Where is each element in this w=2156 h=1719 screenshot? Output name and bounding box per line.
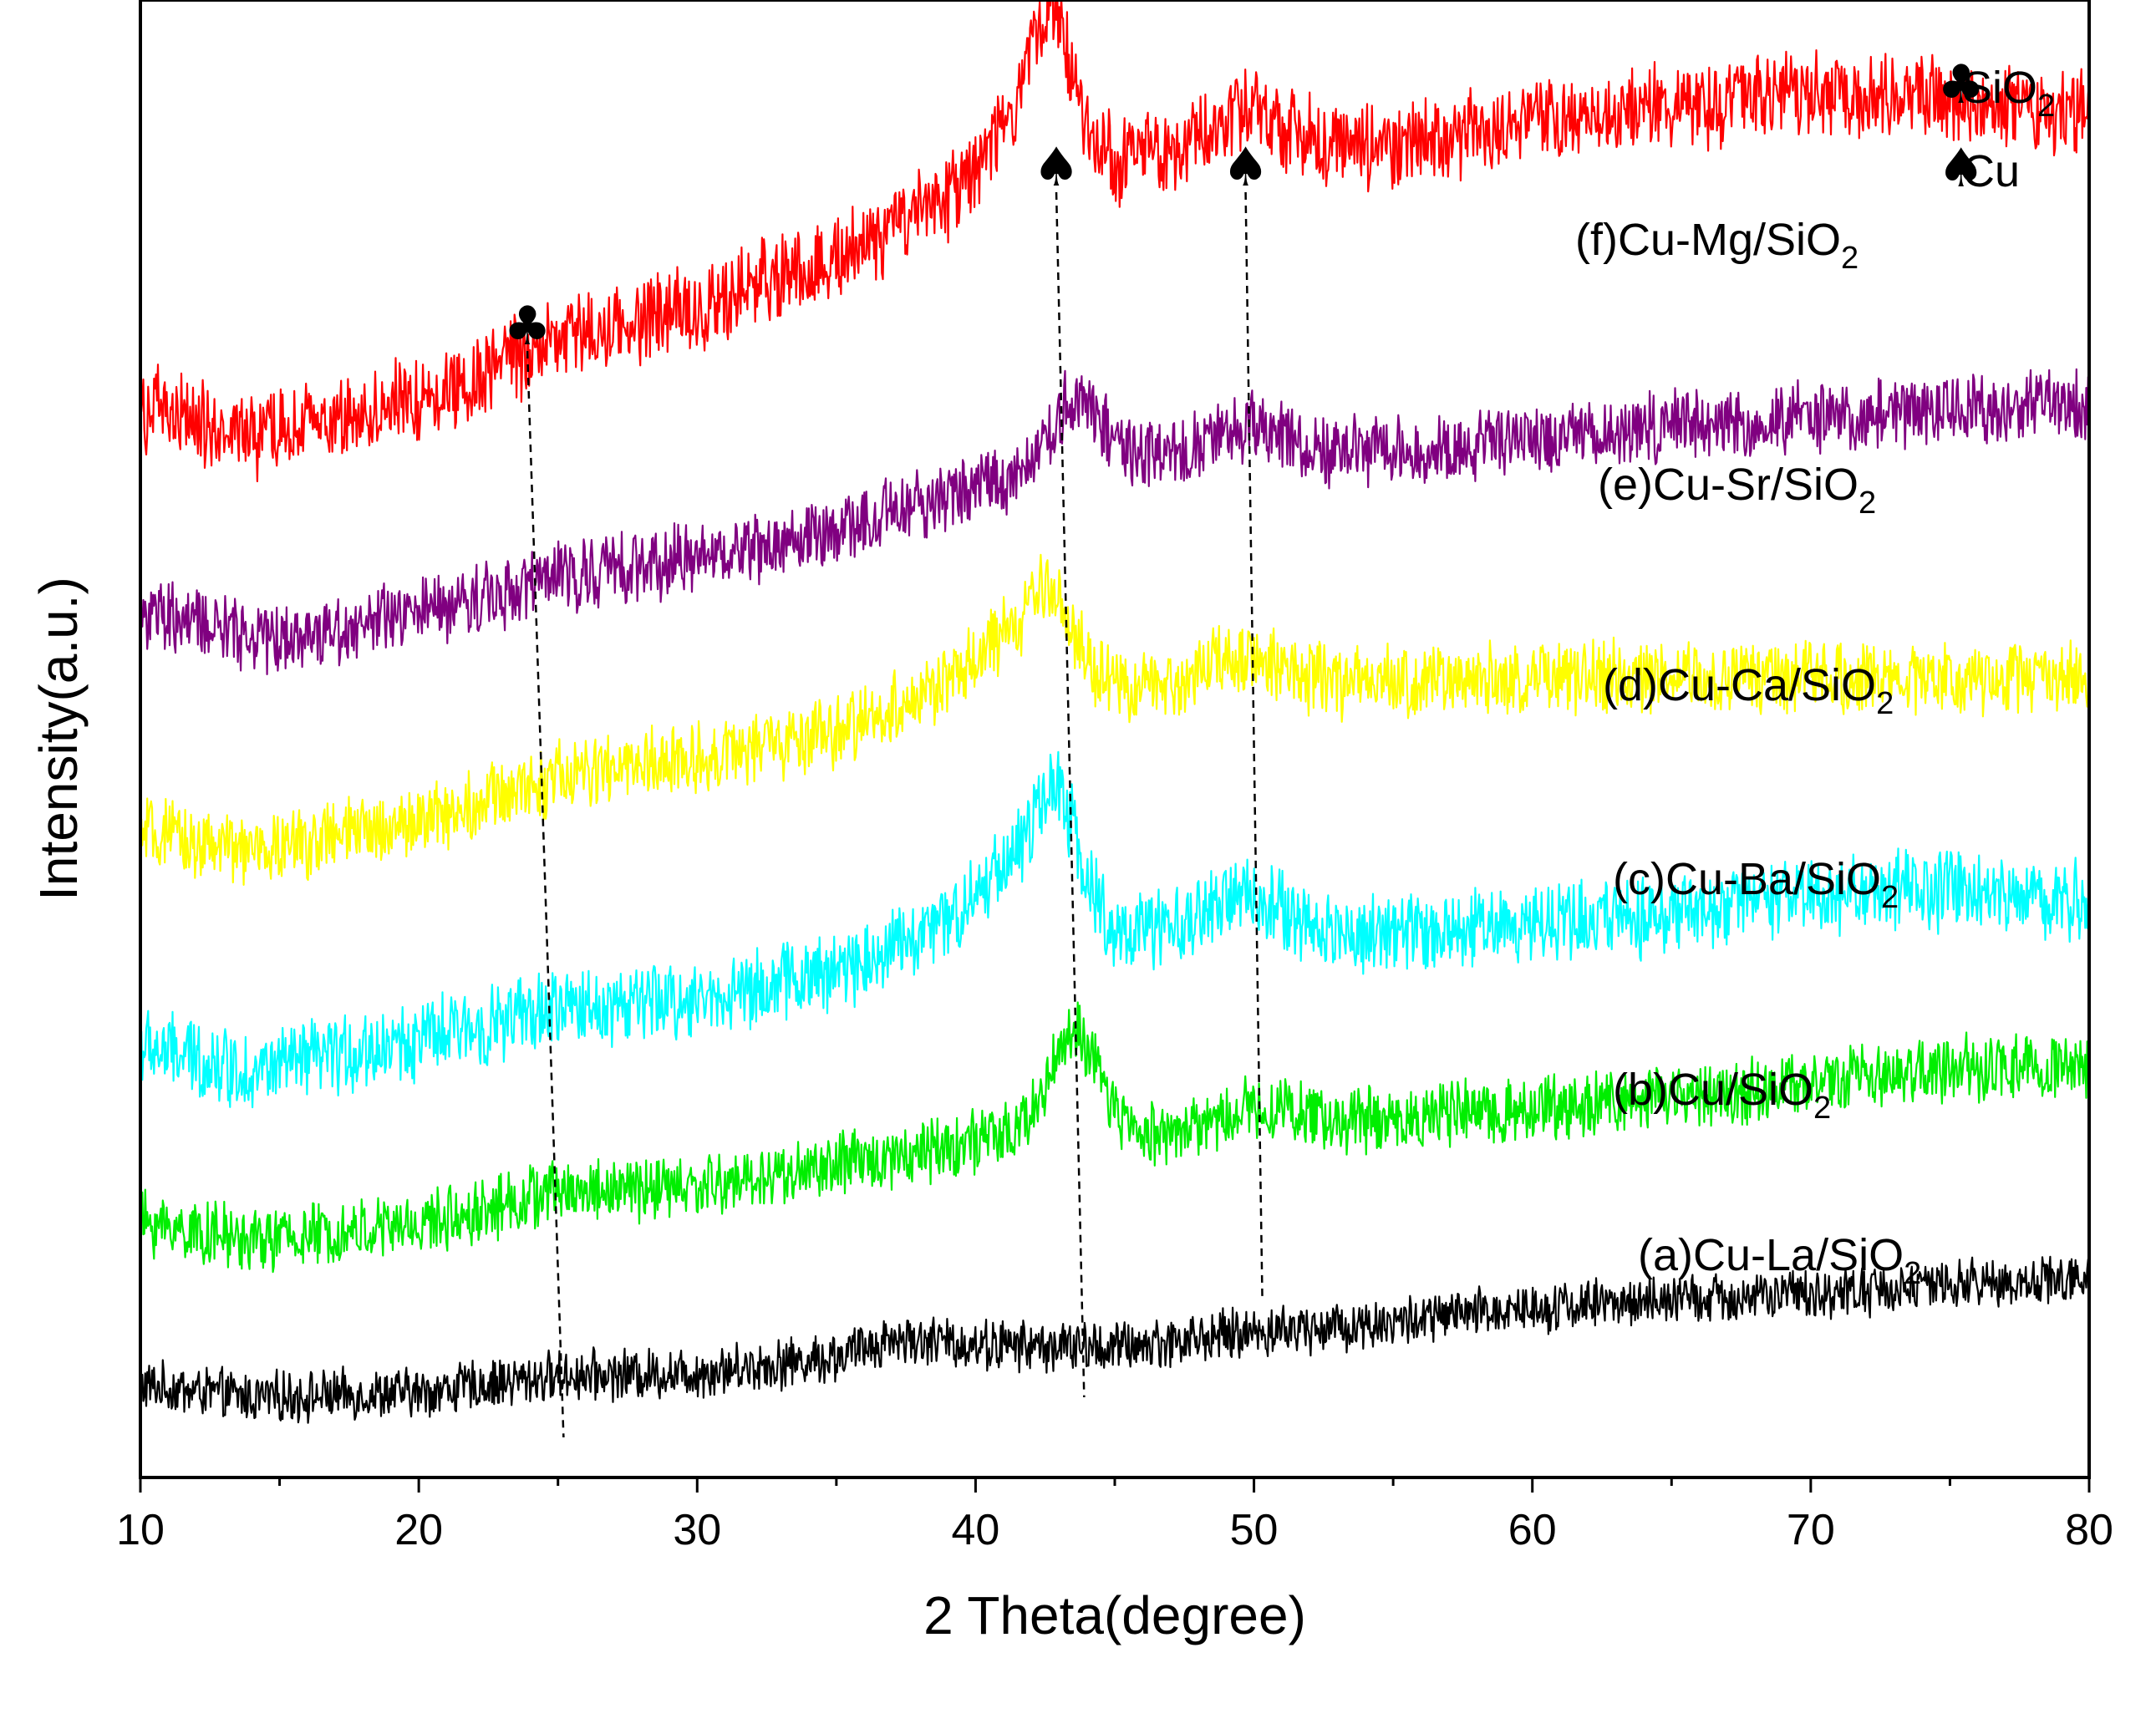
series-label-subscript: 2 (1813, 1091, 1831, 1126)
series-labels: (a)Cu-La/SiO2(b)Cu/SiO2(c)Cu-Ba/SiO2(d)C… (1575, 215, 1921, 1291)
series-label-name: (b)Cu/SiO (1613, 1065, 1813, 1115)
series-label-name: (d)Cu-Ca/SiO (1603, 660, 1876, 710)
series-line-fcu-mg-sio (139, 0, 2091, 483)
legend-sio2-label: SiO2 (1962, 63, 2055, 124)
legend: ♣ SiO2 ♠ Cu (1937, 54, 2055, 200)
peak-guide-cu-1 (1055, 191, 1086, 1398)
x-tick-label-60: 60 (1508, 1506, 1557, 1554)
x-tick-label-70: 70 (1787, 1506, 1835, 1554)
peak-guide-lines (526, 191, 1264, 1438)
x-tick-label-20: 20 (394, 1506, 443, 1554)
series-label-name: (e)Cu-Sr/SiO (1598, 460, 1859, 510)
series-line-bcu-sio (139, 1001, 2091, 1274)
peak-markers: ♣ ♠ ♠ (503, 137, 1269, 358)
x-tick-label-10: 10 (116, 1506, 165, 1554)
series-label-name: (f)Cu-Mg/SiO (1575, 215, 1841, 265)
series-label-acu-la-sio: (a)Cu-La/SiO2 (1638, 1230, 1921, 1291)
series-line-ccu-ba-sio (139, 750, 2091, 1109)
cu-peak-spade-icon-1: ♠ (1032, 137, 1080, 199)
x-tick-label-30: 30 (673, 1506, 721, 1554)
legend-sio2-icon: ♣ (1937, 54, 1985, 116)
peak-guide-sio2-0 (526, 350, 565, 1438)
series-label-subscript: 2 (1841, 241, 1859, 276)
series-label-dcu-ca-sio: (d)Cu-Ca/SiO2 (1603, 660, 1894, 721)
x-axis-ticks: 10 20 30 40 50 60 70 80 (116, 1477, 2113, 1554)
x-tick-label-40: 40 (952, 1506, 1000, 1554)
cu-peak-spade-icon-2: ♠ (1222, 137, 1269, 199)
series-label-subscript: 2 (1881, 880, 1899, 915)
x-tick-label-80: 80 (2065, 1506, 2113, 1554)
series-line-ecu-sr-sio (139, 368, 2091, 675)
series-label-subscript: 2 (1876, 686, 1894, 721)
y-axis-title: Intensity(a.u.) (28, 577, 89, 901)
legend-cu-icon: ♠ (1937, 138, 1985, 200)
x-tick-label-50: 50 (1230, 1506, 1279, 1554)
series-line-dcu-ca-sio (140, 553, 2091, 886)
series-label-fcu-mg-sio: (f)Cu-Mg/SiO2 (1575, 215, 1859, 276)
series-label-subscript: 2 (1904, 1256, 1921, 1291)
series-label-name: (c)Cu-Ba/SiO (1613, 854, 1881, 904)
series-label-bcu-sio: (b)Cu/SiO2 (1613, 1065, 1831, 1126)
series-label-name: (a)Cu-La/SiO (1638, 1230, 1904, 1280)
series-label-ccu-ba-sio: (c)Cu-Ba/SiO2 (1613, 854, 1899, 915)
series-line-acu-la-sio (139, 1255, 2091, 1424)
series-label-ecu-sr-sio: (e)Cu-Sr/SiO2 (1598, 460, 1876, 521)
peak-guide-cu-2 (1244, 191, 1264, 1300)
series-layer (139, 0, 2091, 1424)
x-axis-title: 2 Theta(degree) (923, 1585, 1306, 1645)
sio2-peak-club-icon-0: ♣ (503, 296, 551, 358)
series-label-subscript: 2 (1859, 486, 1876, 521)
legend-cu-label: Cu (1962, 146, 2020, 196)
